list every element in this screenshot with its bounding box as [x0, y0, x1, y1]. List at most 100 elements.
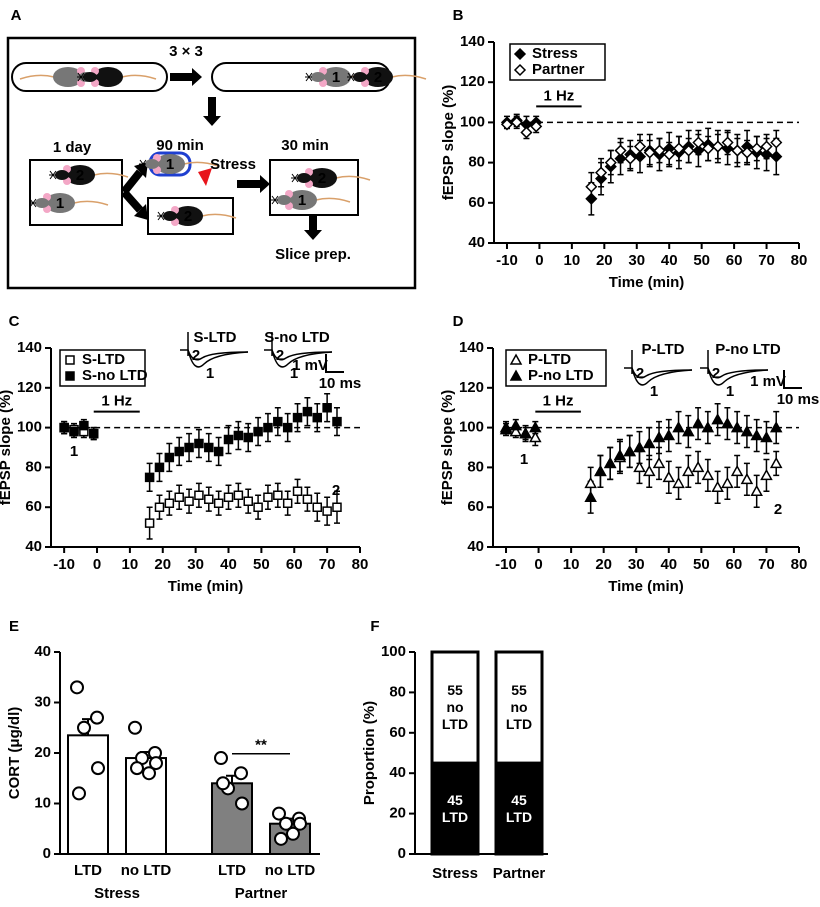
mouse-whiskers [271, 195, 279, 205]
y-axis-title: fEPSP slope (%) [440, 85, 457, 201]
legend-marker [509, 353, 523, 365]
data-point [672, 421, 685, 433]
y-axis-title: fEPSP slope (%) [0, 390, 14, 506]
data-point [274, 831, 288, 846]
x-tick-label: 80 [352, 556, 369, 573]
mouse-whiskers [157, 211, 165, 221]
y-tick-label: 80 [468, 154, 485, 171]
trace-point-label: 2 [712, 365, 720, 382]
mouse-head [83, 72, 97, 82]
data-point [174, 446, 184, 457]
mouse-head [35, 198, 49, 208]
x-tick-label: 80 [791, 556, 808, 573]
panel-label: E [9, 618, 19, 635]
data-point [70, 680, 84, 695]
segment-label: 45 LTD [494, 792, 544, 826]
data-point [691, 417, 705, 429]
data-point [662, 429, 676, 441]
trace [264, 349, 333, 368]
mouse-label: 1 [298, 192, 306, 209]
bar-segment [430, 650, 480, 765]
data-point [770, 136, 783, 149]
data-point [604, 156, 617, 169]
data-point [293, 816, 307, 831]
data-point [594, 464, 607, 477]
y-tick-label: 20 [389, 805, 406, 822]
y-tick-label: 100 [381, 643, 406, 660]
x-tick-label: 0 [534, 556, 542, 573]
annotation: 2 [332, 482, 340, 499]
mouse-label: 1 [332, 69, 340, 86]
data-point [233, 430, 244, 441]
x-tick-label: 0 [535, 252, 543, 269]
legend-marker [65, 371, 75, 381]
mouse-head [311, 72, 325, 82]
x-tick-label: 30 [628, 556, 645, 573]
trace-point-label: 1 [650, 383, 658, 400]
mouse-head [297, 173, 311, 183]
x-tick-label: no LTD [265, 862, 316, 879]
scale-label: 10 ms [319, 375, 362, 392]
data-point [184, 496, 194, 506]
data-point [519, 427, 532, 439]
data-point [194, 438, 204, 449]
data-point [624, 152, 637, 165]
cage [269, 159, 359, 216]
y-tick-label: 60 [467, 498, 484, 515]
x-tick-label: 30 [187, 556, 204, 573]
mouse-tail [93, 172, 129, 178]
data-point [292, 486, 303, 497]
mouse-icon [49, 165, 129, 185]
trace-point-label: 1 [290, 365, 298, 382]
data-point [194, 490, 204, 501]
legend-label: S-LTD [82, 351, 125, 368]
trace [271, 349, 333, 361]
data-point [214, 751, 228, 766]
x-tick-label: 50 [693, 556, 710, 573]
x-tick-label: Partner [493, 865, 546, 882]
data-point [702, 142, 715, 155]
data-point [509, 425, 523, 437]
mouse-icon [29, 193, 109, 213]
y-tick-label: 40 [34, 643, 51, 660]
legend-marker [65, 355, 75, 365]
mouse-body [321, 67, 351, 87]
mouse-icon [271, 190, 351, 210]
mouse-label: 1 [166, 156, 174, 173]
data-point [273, 490, 283, 501]
x-tick-label: LTD [218, 862, 246, 879]
data-point [282, 422, 293, 433]
legend-marker [513, 47, 527, 61]
data-point [653, 144, 666, 157]
data-point [302, 406, 313, 417]
data-point [91, 761, 105, 776]
data-point [672, 142, 686, 155]
x-tick-label: 80 [791, 252, 808, 269]
data-point [332, 502, 342, 512]
group-label: Stress [94, 885, 140, 902]
repeat-label: 3 × 3 [169, 43, 203, 60]
mouse-body [65, 165, 95, 185]
legend-label: Partner [532, 61, 585, 78]
data-point [174, 492, 184, 502]
x-tick-label: -10 [53, 556, 75, 573]
data-point [130, 761, 144, 776]
arrow [134, 204, 148, 220]
arrow [237, 175, 270, 193]
segment-value: 45 [511, 791, 527, 808]
annotation: 2 [774, 501, 782, 518]
segment-label: 55 no LTD [430, 682, 480, 733]
data-point [750, 484, 763, 497]
data-point [614, 152, 627, 165]
time-label: 90 min [156, 137, 204, 154]
data-point [292, 412, 303, 423]
data-point [760, 148, 773, 161]
trace-label: S-LTD [193, 329, 236, 346]
data-point [279, 816, 293, 831]
y-tick-label: 120 [17, 379, 42, 396]
mouse-whiskers [29, 198, 37, 208]
x-tick-label: 70 [319, 556, 336, 573]
data-point [770, 150, 783, 163]
mouse-tail [201, 213, 237, 219]
